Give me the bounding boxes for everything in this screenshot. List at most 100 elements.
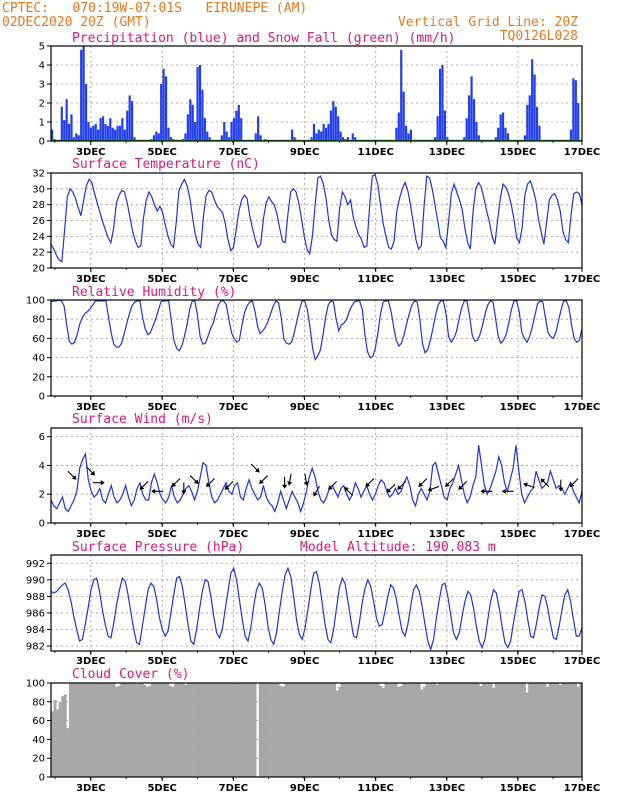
cloud-bar [443, 683, 447, 777]
cloud-bar [564, 683, 567, 777]
cloud-bar [189, 683, 193, 777]
panel-5: 982 984 986 988 990 992 3DEC 5DEC 7DEC 9DEC 11DEC 1… [26, 540, 600, 667]
cloud-bar [569, 683, 573, 777]
cloud-bar [261, 683, 265, 777]
precip-bar [123, 129, 126, 141]
panel-title: Relative Humidity (%) [72, 285, 236, 300]
cloud-bar [74, 683, 77, 777]
cloud-bar [230, 683, 234, 777]
cloud-bar [335, 690, 339, 777]
precip-bar [94, 123, 97, 141]
wind-arrow-head [287, 481, 293, 486]
precip-bar [225, 131, 228, 141]
x-tick-label: 5DEC [147, 402, 176, 413]
cloud-bar [143, 684, 147, 777]
cloud-bar [269, 683, 272, 777]
cloud-bar [440, 683, 444, 777]
panel-2: 20 22 24 26 28 30 32 3DEC 5DEC 7DEC 9DEC 11DEC 13DEC… [32, 157, 600, 285]
precip-bar [332, 101, 335, 141]
cloud-bar [166, 683, 170, 777]
cloud-bar [202, 683, 206, 777]
wind-arrow [480, 488, 493, 494]
y-tick-label: 4 [39, 61, 45, 72]
precip-bar [97, 129, 100, 141]
precip-bar [196, 66, 199, 141]
cloud-bar [392, 683, 396, 777]
y-tick-label: 60 [32, 716, 45, 727]
cloud-bar [474, 683, 478, 777]
y-tick-label: 28 [32, 200, 45, 211]
wind-arrow [523, 482, 535, 489]
cloud-bar [556, 683, 560, 777]
x-tick-label: 5DEC [147, 529, 176, 540]
cloud-bar [289, 683, 293, 777]
cloud-bar [281, 686, 285, 777]
cloud-bar [274, 683, 278, 777]
precip-bar [293, 137, 296, 141]
cloud-bar [517, 683, 521, 777]
wind-arrow [540, 478, 550, 488]
cloud-bar [279, 685, 283, 777]
x-tick-label: 15DEC [500, 529, 536, 540]
precip-bar [194, 122, 197, 141]
cloud-bar [328, 683, 331, 777]
precip-bar [131, 101, 134, 141]
y-tick-label: 990 [26, 575, 45, 586]
cloud-bar [284, 683, 288, 777]
cloud-bar [461, 683, 465, 777]
header-date: 02DEC2020 20Z (GMT) [2, 15, 151, 30]
wind-arrow [397, 480, 407, 490]
x-tick-label: 3DEC [76, 402, 105, 413]
precip-bar [101, 116, 105, 141]
x-tick-label: 9DEC [290, 402, 319, 413]
cloud-bar [387, 683, 390, 777]
panel-title: Surface Pressure (hPa) [72, 540, 244, 555]
cloud-bar [110, 683, 113, 777]
y-tick-label: 20 [32, 754, 45, 765]
precip-bar [526, 104, 529, 141]
y-tick-label: 32 [32, 169, 45, 180]
x-tick-label: 7DEC [219, 656, 248, 667]
x-tick-label: 11DEC [358, 402, 394, 413]
cloud-bar [433, 683, 437, 777]
cloud-bar [530, 683, 534, 777]
cloud-bar [435, 684, 439, 777]
x-tick-label: 13DEC [429, 656, 465, 667]
cloud-bar [320, 683, 324, 777]
cloud-bar [512, 683, 516, 777]
x-tick-label: 9DEC [290, 656, 319, 667]
precip-bar [334, 106, 337, 141]
x-tick-label: 15DEC [500, 402, 536, 413]
wind-arrow [151, 488, 164, 494]
precip-bar [67, 123, 71, 141]
cloud-bar [307, 683, 311, 777]
cloud-bar [84, 683, 88, 777]
cloud-bar [151, 683, 154, 777]
cloud-bar [330, 683, 334, 777]
y-tick-label: 992 [26, 559, 45, 570]
cloud-bar [371, 683, 375, 777]
cloud-bar [297, 683, 301, 777]
precip-bar [528, 95, 531, 141]
cloud-bar [574, 683, 578, 777]
cloud-bar [389, 683, 393, 777]
wind-arrow [92, 480, 105, 486]
cloud-bar [551, 683, 555, 777]
wind-arrow [189, 475, 199, 485]
wind-arrow [569, 478, 579, 487]
precip-bar [155, 131, 158, 141]
wind-arrow-head [139, 485, 145, 490]
cloud-bar [140, 683, 144, 777]
cloud-bar [407, 683, 411, 777]
cloud-bar [358, 683, 362, 777]
y-tick-label: 0 [39, 137, 45, 148]
cloud-bar [356, 683, 360, 777]
wind-arrow-head [365, 482, 371, 487]
cloud-bar [161, 683, 165, 777]
x-tick-label: 9DEC [290, 274, 319, 285]
cloud-bar [466, 683, 470, 777]
cloud-bar [325, 683, 329, 777]
precip-bar [206, 131, 209, 141]
x-tick-label: 9DEC [290, 529, 319, 540]
cloud-bar [381, 687, 385, 777]
